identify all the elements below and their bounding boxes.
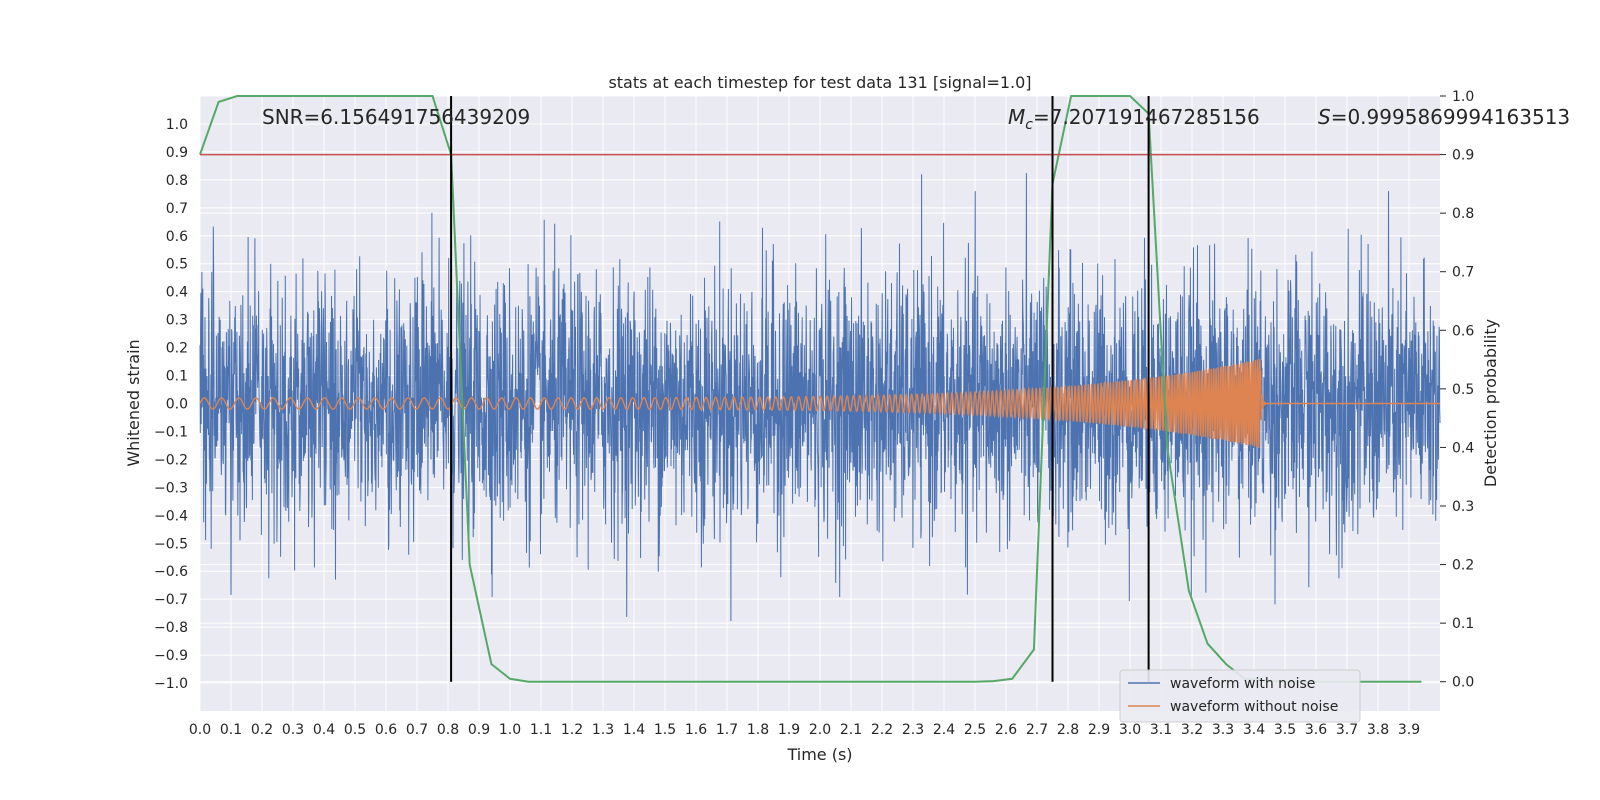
chirp-mass-subscript: c bbox=[1025, 117, 1033, 133]
x-tick-label: 0.3 bbox=[282, 722, 304, 738]
y-tick-label: −0.7 bbox=[154, 592, 188, 608]
series-waveform-without-noise bbox=[199, 358, 1440, 448]
y-right-tick-label: 0.5 bbox=[1452, 382, 1474, 398]
x-tick-label: 2.1 bbox=[840, 722, 862, 738]
x-tick-label: 3.0 bbox=[1119, 722, 1141, 738]
y-right-tick-label: 0.1 bbox=[1452, 616, 1474, 632]
chirp-mass-annotation: Mc=7.207191467285156 bbox=[1008, 105, 1260, 133]
y-tick-label: −0.4 bbox=[154, 508, 188, 524]
x-tick-label: 2.2 bbox=[871, 722, 893, 738]
y-right-axis-label: Detection probability bbox=[1481, 319, 1500, 487]
x-tick-label: 1.8 bbox=[747, 722, 769, 738]
x-tick-label: 3.1 bbox=[1150, 722, 1172, 738]
x-tick-label: 3.9 bbox=[1398, 722, 1420, 738]
y-right-tick-label: 0.8 bbox=[1452, 206, 1474, 222]
statistic-annotation: S=0.9995869994163513 bbox=[1318, 105, 1570, 129]
x-tick-label: 3.8 bbox=[1367, 722, 1389, 738]
x-tick-label: 3.2 bbox=[1181, 722, 1203, 738]
y-right-tick-label: 0.6 bbox=[1452, 323, 1474, 339]
y-right-tick-label: 0.3 bbox=[1452, 499, 1474, 515]
x-tick-label: 2.7 bbox=[1026, 722, 1048, 738]
y-axis-label: Whitened strain bbox=[124, 339, 143, 466]
statistic-symbol: S bbox=[1318, 105, 1331, 129]
legend-label-noisy: waveform with noise bbox=[1170, 676, 1315, 692]
snr-annotation: SNR=6.156491756439209 bbox=[262, 105, 530, 129]
y-tick-label: 0.5 bbox=[166, 257, 188, 273]
y-right-tick-label: 0.9 bbox=[1452, 148, 1474, 164]
x-tick-label: 1.7 bbox=[716, 722, 738, 738]
y-tick-label: −0.3 bbox=[154, 480, 188, 496]
y-right-tick-label: 0.2 bbox=[1452, 558, 1474, 574]
y-tick-label: 0.2 bbox=[166, 341, 188, 357]
y-tick-label: −0.6 bbox=[154, 564, 188, 580]
x-tick-label: 1.5 bbox=[654, 722, 676, 738]
x-tick-label: 1.6 bbox=[685, 722, 707, 738]
x-tick-label: 0.8 bbox=[437, 722, 459, 738]
x-tick-label: 2.9 bbox=[1088, 722, 1110, 738]
statistic-value: =0.9995869994163513 bbox=[1331, 105, 1570, 129]
chart-title: stats at each timestep for test data 131… bbox=[608, 73, 1031, 92]
y-tick-label: 1.0 bbox=[166, 117, 188, 133]
legend-box bbox=[1119, 669, 1361, 723]
y-right-tick-label: 1.0 bbox=[1452, 89, 1474, 105]
chirp-mass-value: =7.207191467285156 bbox=[1033, 105, 1260, 129]
y-tick-label: 0.9 bbox=[166, 145, 188, 161]
y-right-tick-label: 0.7 bbox=[1452, 265, 1474, 281]
x-tick-label: 1.3 bbox=[592, 722, 614, 738]
x-tick-label: 1.0 bbox=[499, 722, 521, 738]
x-tick-label: 0.1 bbox=[220, 722, 242, 738]
series-detection-probability bbox=[199, 95, 1422, 683]
series-layer bbox=[199, 95, 1441, 683]
y-tick-label: 0.4 bbox=[166, 285, 188, 301]
y-tick-label: 0.8 bbox=[166, 173, 188, 189]
y-tick-label: −0.8 bbox=[154, 620, 188, 636]
x-tick-label: 3.6 bbox=[1305, 722, 1327, 738]
x-tick-label: 0.6 bbox=[375, 722, 397, 738]
x-tick-label: 3.3 bbox=[1212, 722, 1234, 738]
y-tick-label: −0.5 bbox=[154, 536, 188, 552]
x-tick-label: 0.5 bbox=[344, 722, 366, 738]
x-tick-label: 2.0 bbox=[809, 722, 831, 738]
x-tick-label: 1.2 bbox=[561, 722, 583, 738]
x-tick-label: 2.6 bbox=[995, 722, 1017, 738]
x-tick-label: 0.4 bbox=[313, 722, 335, 738]
x-tick-label: 0.2 bbox=[251, 722, 273, 738]
x-tick-label: 3.7 bbox=[1336, 722, 1358, 738]
x-tick-label: 2.3 bbox=[902, 722, 924, 738]
y-right-tick-label: 0.0 bbox=[1452, 675, 1474, 691]
y-tick-label: 0.6 bbox=[166, 229, 188, 245]
y-tick-label: 0.7 bbox=[166, 201, 188, 217]
reference-lines bbox=[200, 96, 1440, 682]
x-tick-label: 3.4 bbox=[1243, 722, 1265, 738]
x-tick-label: 0.0 bbox=[189, 722, 211, 738]
x-tick-label: 2.5 bbox=[964, 722, 986, 738]
x-tick-label: 0.7 bbox=[406, 722, 428, 738]
y-tick-label: −0.2 bbox=[154, 452, 188, 468]
y-tick-label: 0.1 bbox=[166, 369, 188, 385]
y-tick-label: −1.0 bbox=[154, 676, 188, 692]
y-right-tick-label: 0.4 bbox=[1452, 440, 1474, 456]
series-waveform-with-noise bbox=[199, 173, 1441, 622]
chirp-mass-symbol: M bbox=[1008, 105, 1025, 129]
x-tick-label: 1.9 bbox=[778, 722, 800, 738]
x-tick-label: 0.9 bbox=[468, 722, 490, 738]
y-tick-label: −0.1 bbox=[154, 424, 188, 440]
tick-labels: 0.0 0.1 0.2 0.3 0.4 0.5 0.6 0.7 0.8 0.9 1.0 1.1 1.2 1… bbox=[154, 89, 1474, 738]
y-tick-label: −0.9 bbox=[154, 648, 188, 664]
x-tick-label: 1.4 bbox=[623, 722, 645, 738]
y-tick-label: 0.3 bbox=[166, 313, 188, 329]
x-tick-label: 3.5 bbox=[1274, 722, 1296, 738]
x-tick-label: 2.4 bbox=[933, 722, 955, 738]
x-tick-label: 2.8 bbox=[1057, 722, 1079, 738]
y-tick-label: 0.0 bbox=[166, 397, 188, 413]
legend-label-clean: waveform without noise bbox=[1170, 699, 1338, 715]
x-tick-label: 1.1 bbox=[530, 722, 552, 738]
x-axis-label: Time (s) bbox=[786, 745, 852, 764]
legend: waveform with noise waveform without noi… bbox=[1119, 669, 1361, 723]
